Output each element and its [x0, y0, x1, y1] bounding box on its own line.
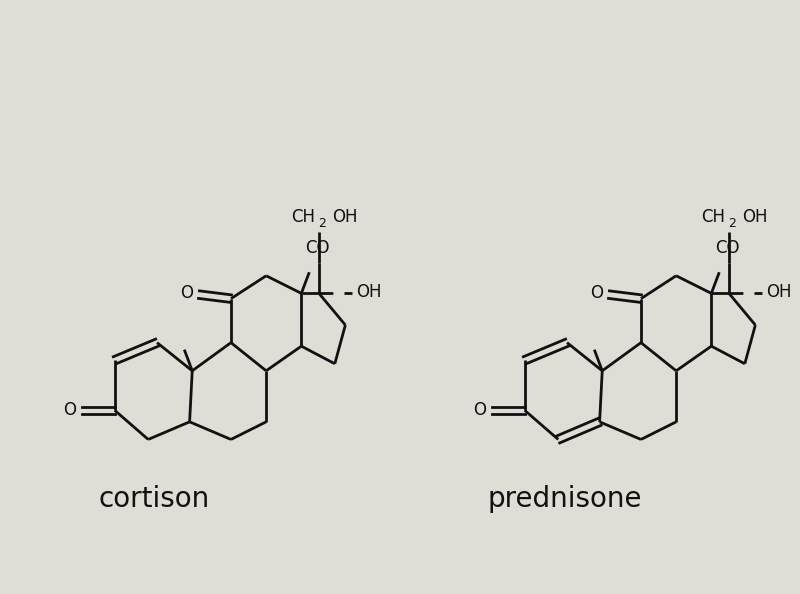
Text: CO: CO: [714, 239, 739, 257]
Text: O: O: [590, 284, 603, 302]
Text: cortison: cortison: [98, 485, 210, 513]
Text: O: O: [473, 402, 486, 419]
Text: CO: CO: [305, 239, 330, 257]
Text: OH: OH: [742, 208, 767, 226]
Text: OH: OH: [766, 283, 792, 301]
Text: CH: CH: [701, 208, 725, 226]
Text: 2: 2: [728, 217, 736, 230]
Text: CH: CH: [291, 208, 315, 226]
Text: prednisone: prednisone: [487, 485, 642, 513]
Text: OH: OH: [332, 208, 358, 226]
Text: O: O: [180, 284, 193, 302]
Text: O: O: [62, 402, 76, 419]
Text: 2: 2: [318, 217, 326, 230]
Text: OH: OH: [357, 283, 382, 301]
